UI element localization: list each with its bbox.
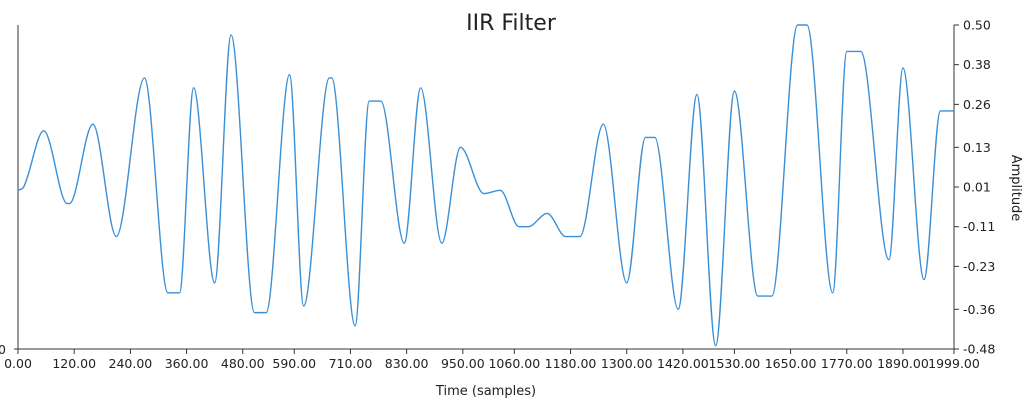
y-tick-label: 0.26	[963, 97, 991, 112]
x-tick-label: 1060.00	[488, 356, 540, 371]
series-layer	[17, 24, 954, 347]
x-tick-label: 710.00	[329, 356, 373, 371]
y-tick-label: -0.23	[963, 259, 995, 274]
y-tick-label: 0.38	[963, 57, 991, 72]
x-tick-label: 1180.00	[545, 356, 597, 371]
x-tick-label: 240.00	[109, 356, 153, 371]
x-tick-label: 1530.00	[709, 356, 761, 371]
chart-title: IIR Filter	[466, 11, 557, 36]
y-axis-label: Amplitude	[1008, 155, 1023, 222]
x-tick-label: 590.00	[272, 356, 316, 371]
y-tick-label: 0.01	[963, 180, 991, 195]
x-tick-label: 480.00	[221, 356, 265, 371]
x-tick-label: 1420.00	[657, 356, 709, 371]
x-tick-label: 1999.00	[928, 356, 980, 371]
x-tick-label: 1650.00	[765, 356, 817, 371]
x-tick-label: 360.00	[165, 356, 209, 371]
x-axis-ticks: 0.00 120.00 240.00 360.00 480.00 590.00 710.00…	[4, 349, 980, 371]
x-tick-label: 1300.00	[601, 356, 653, 371]
y-tick-label: -0.36	[963, 302, 995, 317]
y-axis-ticks: 0.50 0.38 0.26 0.13 0.01 -0.11 -0.23 -0.36 -0.48	[954, 18, 995, 357]
axes	[14, 25, 955, 350]
x-tick-label: 830.00	[385, 356, 429, 371]
x-tick-label: 950.00	[441, 356, 485, 371]
x-tick-label: 120.00	[52, 356, 96, 371]
y-tick-label: -0.48	[963, 342, 995, 357]
y-tick-label: -0.11	[963, 219, 995, 234]
x-axis-label: Time (samples)	[435, 384, 536, 399]
series-line	[17, 24, 954, 347]
y-tick-label: 0.13	[963, 140, 991, 155]
x-tick-label: 1770.00	[821, 356, 873, 371]
left-axis-tick-label: 0	[0, 342, 6, 357]
x-tick-label: 1890.00	[877, 356, 929, 371]
y-tick-label: 0.50	[963, 18, 991, 33]
x-tick-label: 0.00	[4, 356, 32, 371]
